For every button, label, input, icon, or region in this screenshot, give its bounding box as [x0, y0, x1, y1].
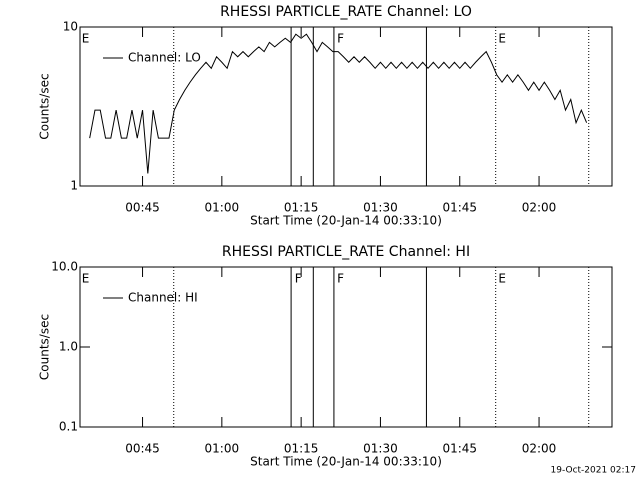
- x-tick-label: 01:45: [442, 201, 477, 215]
- y-tick-label: 1.0: [59, 340, 78, 354]
- x-tick-label: 01:45: [442, 442, 477, 456]
- y-axis-label: Counts/sec: [38, 314, 52, 380]
- event-flag: E: [498, 272, 506, 286]
- event-flag: E: [498, 32, 506, 46]
- x-axis-label: Start Time (20-Jan-14 00:33:10): [250, 214, 442, 228]
- x-tick-label: 01:00: [205, 201, 240, 215]
- chart-title: RHESSI PARTICLE_RATE Channel: HI: [222, 244, 470, 260]
- x-tick-label: 01:30: [363, 201, 398, 215]
- x-tick-label: 02:00: [522, 201, 557, 215]
- x-tick-label: 01:00: [205, 442, 240, 456]
- chart-title: RHESSI PARTICLE_RATE Channel: LO: [220, 4, 472, 20]
- x-tick-label: 01:30: [363, 442, 398, 456]
- event-flag: F: [295, 272, 302, 286]
- y-axis-label: Counts/sec: [38, 73, 52, 139]
- x-axis-label: Start Time (20-Jan-14 00:33:10): [250, 455, 442, 469]
- event-flag: F: [337, 272, 344, 286]
- legend-label: Channel: HI: [128, 291, 198, 305]
- y-tick-label: 10.0: [51, 260, 78, 274]
- x-tick-label: 01:15: [284, 201, 319, 215]
- plot-frame: [79, 26, 613, 187]
- y-tick-label: 0.1: [59, 420, 78, 434]
- event-flag: E: [82, 32, 90, 46]
- legend-label: Channel: LO: [128, 51, 201, 65]
- event-flag: F: [337, 32, 344, 46]
- y-tick-label: 10: [63, 20, 78, 34]
- x-tick-label: 01:15: [284, 442, 319, 456]
- timestamp: 19-Oct-2021 02:17: [551, 466, 636, 476]
- x-tick-label: 02:00: [522, 442, 557, 456]
- x-tick-label: 00:45: [125, 201, 160, 215]
- data-line: [89, 33, 588, 174]
- x-tick-label: 00:45: [125, 442, 160, 456]
- y-tick-label: 1: [70, 179, 78, 193]
- event-flag: E: [82, 272, 90, 286]
